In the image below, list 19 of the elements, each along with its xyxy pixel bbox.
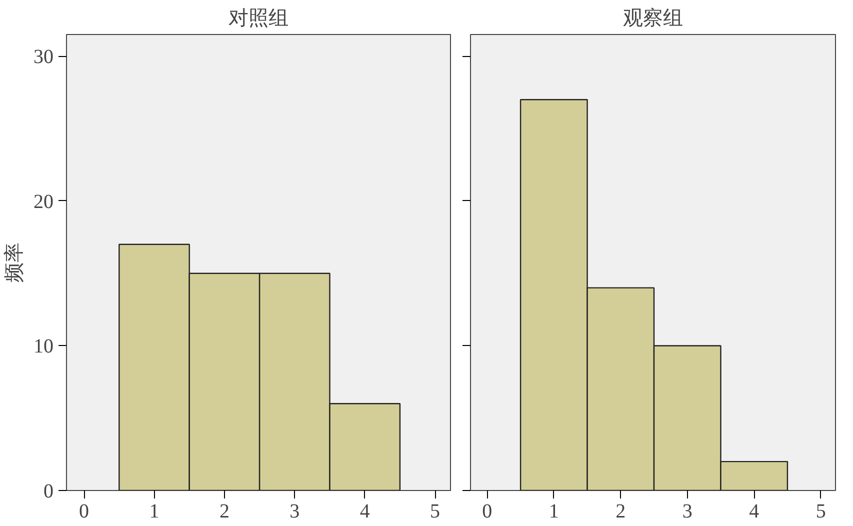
x-tick-label: 2 bbox=[616, 500, 626, 522]
x-tick-label: 3 bbox=[682, 500, 692, 522]
x-tick-label: 5 bbox=[430, 500, 440, 522]
y-tick-label: 10 bbox=[34, 336, 54, 358]
x-tick-label: 3 bbox=[290, 500, 300, 522]
x-tick-label: 1 bbox=[548, 500, 559, 522]
chart-title: 对照组 bbox=[228, 8, 288, 30]
y-tick-label: 20 bbox=[34, 190, 54, 213]
x-tick-label: 4 bbox=[749, 500, 760, 522]
y-axis-title: 频率 bbox=[4, 242, 26, 282]
chart-title: 观察组 bbox=[623, 8, 683, 30]
x-tick-label: 5 bbox=[816, 500, 826, 522]
x-tick-label: 0 bbox=[482, 500, 492, 522]
y-tick-label: 0 bbox=[44, 480, 54, 502]
y-tick-label: 30 bbox=[34, 46, 54, 68]
x-tick-label: 4 bbox=[360, 500, 370, 522]
x-tick-label: 1 bbox=[149, 500, 160, 522]
x-tick-label: 2 bbox=[219, 500, 230, 522]
x-tick-label: 0 bbox=[79, 500, 90, 522]
